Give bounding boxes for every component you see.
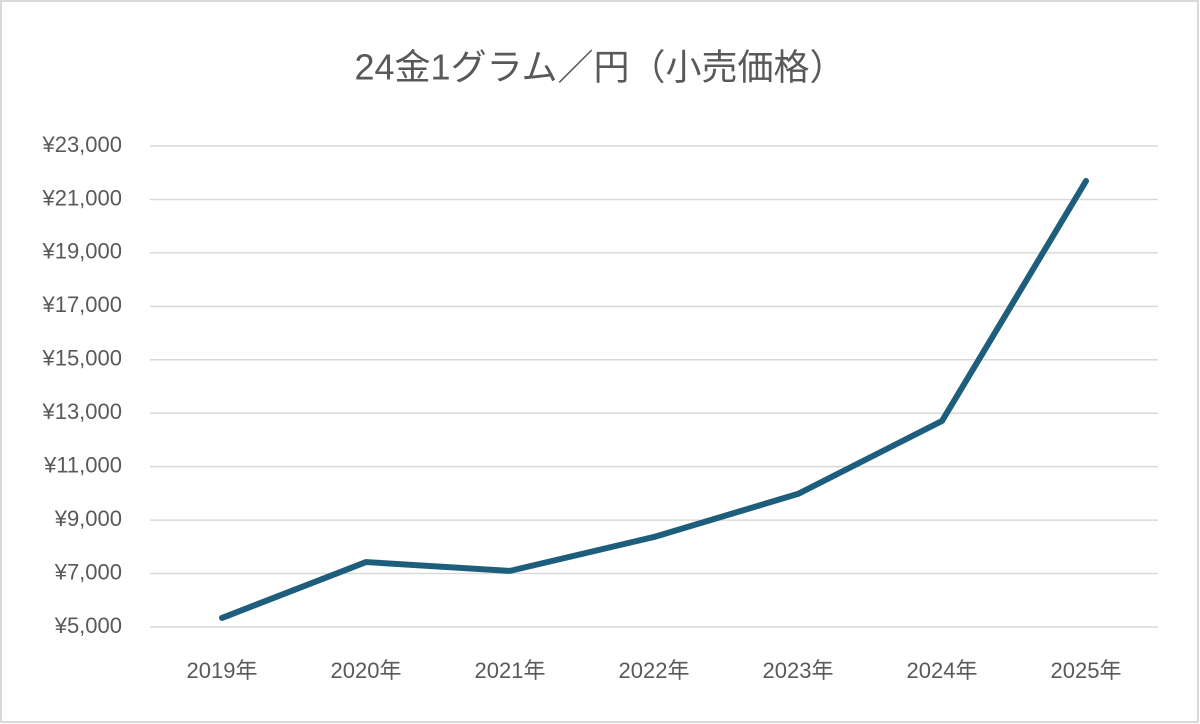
x-tick-label: 2025年	[1051, 658, 1122, 683]
data-line	[219, 178, 1089, 621]
y-tick-label: ¥11,000	[43, 452, 122, 477]
x-tick-label: 2021年	[475, 658, 546, 683]
y-tick-label: ¥5,000	[54, 613, 122, 638]
x-tick-label: 2019年	[187, 658, 258, 683]
y-tick-label: ¥19,000	[41, 239, 122, 264]
chart-title: 24金1グラム／円（小売価格）	[355, 47, 846, 88]
y-tick-label: ¥13,000	[41, 399, 122, 424]
x-tick-label: 2024年	[907, 658, 978, 683]
y-tick-label: ¥9,000	[54, 506, 122, 531]
y-tick-label: ¥7,000	[54, 559, 122, 584]
x-tick-label: 2020年	[331, 658, 402, 683]
y-tick-label: ¥21,000	[41, 185, 122, 210]
x-tick-label: 2023年	[763, 658, 834, 683]
y-tick-label: ¥23,000	[41, 132, 122, 157]
y-tick-label: ¥15,000	[41, 346, 122, 371]
x-tick-label: 2022年	[619, 658, 690, 683]
y-tick-label: ¥17,000	[41, 292, 122, 317]
